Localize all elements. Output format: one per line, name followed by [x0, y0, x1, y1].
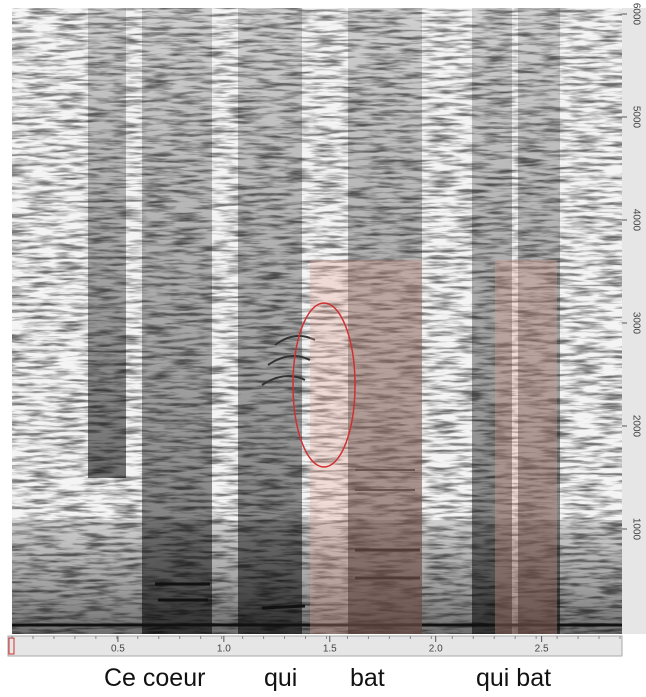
x-tick-label: 1.0 [217, 644, 231, 655]
spectrogram-image [12, 8, 622, 634]
word-label: bat [350, 664, 385, 692]
y-tick-label: 6000 [630, 3, 641, 26]
word-label: qui [264, 664, 298, 692]
word-label: Ce coeur [104, 664, 206, 692]
x-tick-label: 2.5 [535, 644, 549, 655]
y-tick-label: 3000 [630, 312, 641, 335]
x-tick-label: 2.0 [429, 644, 443, 655]
x-axis-strip [7, 635, 623, 657]
word-label: qui bat [476, 664, 552, 692]
y-tick-label: 4000 [630, 209, 641, 232]
x-tick-label: 0.5 [111, 644, 125, 655]
x-tick-label: 1.5 [323, 644, 337, 655]
y-axis-strip [622, 8, 646, 634]
spectrogram: 0.5 1.0 1.5 2.0 2.5 1000 2000 3000 4000 5000 6000 [7, 3, 646, 657]
y-tick-label: 5000 [630, 106, 641, 129]
y-tick-label: 2000 [630, 415, 641, 438]
y-tick-label: 1000 [630, 518, 641, 541]
